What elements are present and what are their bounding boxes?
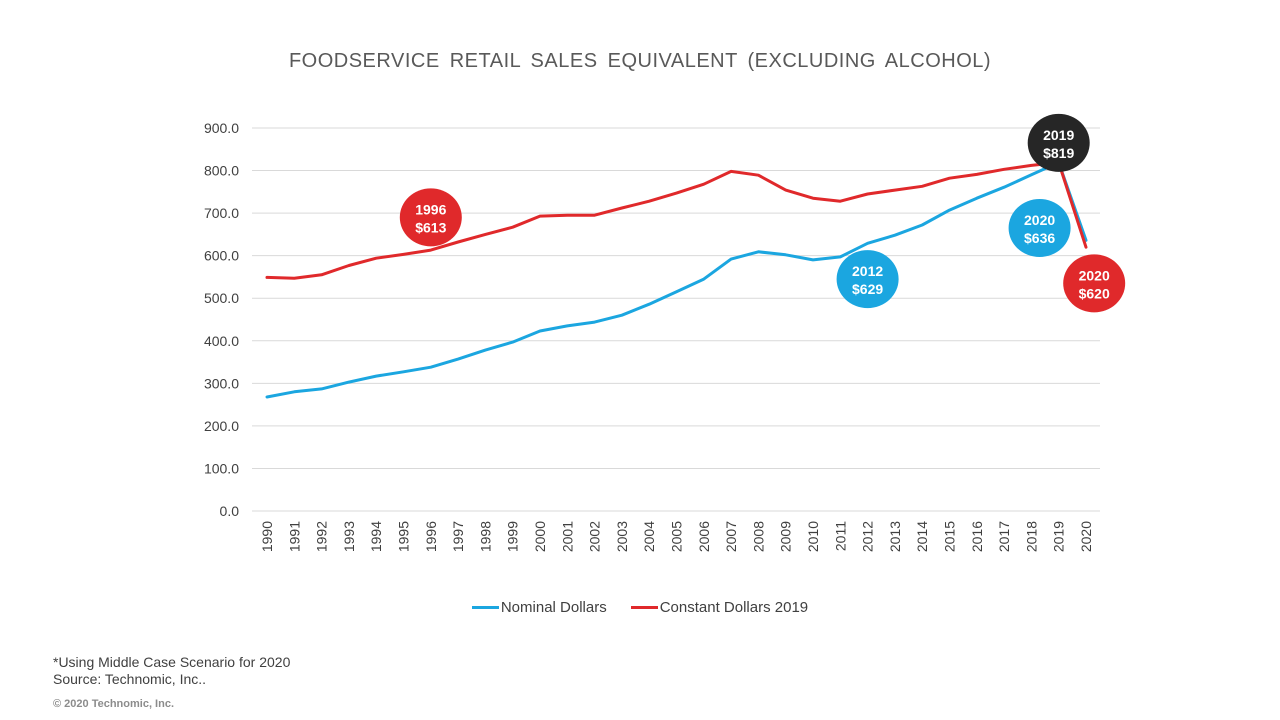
callout-circle xyxy=(1063,254,1126,313)
callouts: 1996 $613 2012 $629 2019 $819 2020 $636 2020 $620 xyxy=(399,113,1126,313)
x-tick-label: 2019 xyxy=(1051,521,1067,552)
legend-item-nominal[interactable]: Nominal Dollars xyxy=(471,599,607,616)
y-tick-label: 200.0 xyxy=(204,418,239,434)
x-tick-label: 2020 xyxy=(1078,521,1094,552)
gridlines xyxy=(252,127,1100,512)
x-tick-label: 1991 xyxy=(286,521,302,552)
x-tick-label: 2007 xyxy=(723,521,739,552)
callout-value: $629 xyxy=(852,281,883,297)
legend-label-constant: Constant Dollars 2019 xyxy=(659,599,809,616)
footnote-scenario: *Using Middle Case Scenario for 2020 xyxy=(53,654,291,670)
x-tick-label: 2017 xyxy=(996,521,1012,552)
x-tick-label: 1998 xyxy=(477,521,493,552)
x-tick-label: 2003 xyxy=(614,521,630,552)
x-tick-label: 2001 xyxy=(559,521,575,552)
y-tick-label: 900.0 xyxy=(204,120,239,136)
y-tick-label: 0.0 xyxy=(220,503,240,519)
y-tick-label: 500.0 xyxy=(204,290,239,306)
x-tick-label: 1990 xyxy=(259,521,275,552)
callout-year: 2020 xyxy=(1079,267,1110,283)
callout-bubble: 2020 $620 xyxy=(1063,254,1126,313)
x-tick-label: 2000 xyxy=(532,521,548,552)
callout-value: $613 xyxy=(415,219,446,235)
x-axis-ticks: 1990 1991 1992 1993 1994 1995 1996 1997 1998 1999… xyxy=(259,521,1094,552)
legend: Nominal Dollars Constant Dollars 2019 xyxy=(0,599,1280,616)
callout-year: 2012 xyxy=(852,263,883,279)
x-tick-label: 2002 xyxy=(587,521,603,552)
x-tick-label: 1993 xyxy=(341,521,357,552)
x-tick-label: 2004 xyxy=(641,521,657,552)
x-tick-label: 2014 xyxy=(914,521,930,552)
legend-label-nominal: Nominal Dollars xyxy=(500,599,607,616)
callout-value: $620 xyxy=(1079,285,1110,301)
callout-bubble: 2020 $636 xyxy=(1008,199,1071,258)
x-tick-label: 1995 xyxy=(396,521,412,552)
y-tick-label: 100.0 xyxy=(204,460,239,476)
callout-value: $819 xyxy=(1043,145,1074,161)
callout-circle xyxy=(836,250,899,309)
callout-circle xyxy=(1027,113,1090,172)
x-tick-label: 2010 xyxy=(805,521,821,552)
callout-circle xyxy=(1008,199,1071,258)
callout-bubble: 1996 $613 xyxy=(399,188,462,247)
x-tick-label: 2016 xyxy=(969,521,985,552)
callout-circle xyxy=(399,188,462,247)
x-tick-label: 1997 xyxy=(450,521,466,552)
legend-swatch-nominal xyxy=(471,606,499,609)
x-tick-label: 2011 xyxy=(832,521,848,551)
callout-year: 1996 xyxy=(415,201,446,217)
x-tick-label: 2005 xyxy=(669,521,685,552)
x-tick-label: 2008 xyxy=(750,521,766,552)
x-tick-label: 2009 xyxy=(778,521,794,552)
y-tick-label: 700.0 xyxy=(204,205,239,221)
series-line-nominal xyxy=(265,161,1088,399)
x-tick-label: 2018 xyxy=(1023,521,1039,552)
y-tick-label: 600.0 xyxy=(204,248,239,264)
x-tick-label: 2013 xyxy=(887,521,903,552)
y-tick-label: 400.0 xyxy=(204,333,239,349)
series-line-constant xyxy=(265,161,1088,280)
x-tick-label: 1996 xyxy=(423,521,439,552)
legend-item-constant[interactable]: Constant Dollars 2019 xyxy=(630,599,809,616)
x-tick-label: 2006 xyxy=(696,521,712,552)
y-tick-label: 800.0 xyxy=(204,163,239,179)
legend-swatch-constant xyxy=(630,606,658,609)
x-tick-label: 1992 xyxy=(314,521,330,552)
callout-bubble: 2019 $819 xyxy=(1027,113,1090,172)
series-lines xyxy=(265,161,1088,399)
callout-year: 2019 xyxy=(1043,127,1074,143)
x-tick-label: 1994 xyxy=(368,521,384,552)
x-tick-label: 2012 xyxy=(860,521,876,552)
callout-year: 2020 xyxy=(1024,212,1055,228)
x-tick-label: 2015 xyxy=(942,521,958,552)
y-tick-label: 300.0 xyxy=(204,375,239,391)
x-tick-label: 1999 xyxy=(505,521,521,552)
callout-bubble: 2012 $629 xyxy=(836,250,899,309)
footnote: *Using Middle Case Scenario for 2020 Sou… xyxy=(53,654,290,688)
y-axis-ticks: 0.0 100.0 200.0 300.0 400.0 500.0 600.0 700.0 80… xyxy=(204,120,239,519)
copyright: © 2020 Technomic, Inc. xyxy=(53,698,174,710)
callout-value: $636 xyxy=(1024,230,1055,246)
chart-title: FOODSERVICE RETAIL SALES EQUIVALENT (EXC… xyxy=(288,50,992,72)
footnote-source: Source: Technomic, Inc.. xyxy=(53,671,207,687)
